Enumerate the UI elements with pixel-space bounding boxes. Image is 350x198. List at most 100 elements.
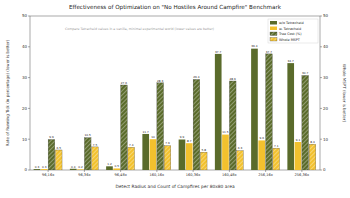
y-tick bbox=[28, 108, 30, 109]
y-tick bbox=[28, 16, 30, 17]
x-tick-label: 96,36x bbox=[78, 173, 91, 177]
data-label: 0.2 bbox=[78, 165, 83, 169]
bar bbox=[128, 147, 135, 170]
y2-tick-label: 50 bbox=[323, 13, 329, 18]
bar bbox=[150, 139, 157, 170]
data-label: 7.1 bbox=[274, 144, 279, 148]
data-label: 0.5 bbox=[114, 164, 119, 168]
y-tick-label: 20 bbox=[22, 106, 28, 111]
x-tick-label: 96,16x bbox=[42, 173, 55, 177]
x-tick-label: 96,48x bbox=[114, 173, 127, 177]
y2-tick bbox=[320, 108, 322, 109]
data-label: 39.4 bbox=[251, 44, 257, 48]
legend-label: w/o Tetracheid bbox=[279, 21, 304, 25]
bar bbox=[287, 63, 294, 170]
data-label: 11.5 bbox=[222, 130, 228, 134]
x-tick-label: 256,16x bbox=[258, 173, 274, 177]
legend-label: Tree Cost (%) bbox=[278, 32, 302, 36]
y2-axis-label: Whole MSPT (lower is better) bbox=[342, 64, 347, 122]
data-label: 10.5 bbox=[85, 133, 91, 137]
legend: w/o Tetracheid w. TetracheidTree Cost (%)… bbox=[268, 19, 318, 43]
data-label: 6.3 bbox=[238, 146, 243, 150]
bar bbox=[113, 168, 120, 170]
y2-tick bbox=[320, 77, 322, 78]
bar bbox=[84, 138, 91, 170]
y-tick bbox=[28, 77, 30, 78]
data-label: 0.3 bbox=[35, 165, 40, 169]
y2-tick-label: 10 bbox=[323, 137, 329, 142]
y-tick bbox=[28, 139, 30, 140]
data-label: 1.2 bbox=[107, 162, 112, 166]
data-label: 8.4 bbox=[310, 140, 315, 144]
bar bbox=[251, 49, 258, 170]
y-axis-label: Rate of Running Tick (in percentage) (lo… bbox=[5, 39, 10, 146]
bar bbox=[295, 142, 302, 170]
y-tick-label: 50 bbox=[22, 13, 28, 18]
data-label: 6.5 bbox=[56, 146, 61, 150]
y-tick-label: 10 bbox=[22, 137, 28, 142]
bar bbox=[237, 151, 244, 170]
data-label: 29.4 bbox=[193, 75, 199, 79]
data-label: 0.4 bbox=[71, 165, 76, 169]
plot-frame bbox=[30, 16, 320, 170]
annotation: Compare Tetracheid values in a vanilla, … bbox=[65, 27, 214, 31]
data-label: 28.3 bbox=[157, 79, 163, 83]
y2-tick bbox=[320, 16, 322, 17]
data-label: 11.7 bbox=[143, 130, 149, 134]
x-axis-label: Detect Radius and Count of Campfires per… bbox=[115, 184, 235, 189]
legend-label: Whole MSPT bbox=[279, 38, 301, 42]
x-tick bbox=[301, 170, 302, 172]
y2-tick-label: 20 bbox=[323, 106, 329, 111]
legend-swatch bbox=[270, 27, 277, 31]
data-label: 9.9 bbox=[180, 135, 185, 139]
bar bbox=[106, 166, 113, 170]
data-label: 9.1 bbox=[296, 138, 301, 142]
x-tick-label: 256,36x bbox=[295, 173, 311, 177]
bar bbox=[92, 147, 99, 170]
data-label: 27.6 bbox=[121, 81, 127, 85]
data-label: 0.3 bbox=[42, 165, 47, 169]
bar bbox=[273, 148, 280, 170]
bar bbox=[157, 83, 164, 170]
data-label: 28.9 bbox=[230, 77, 236, 81]
x-tick bbox=[229, 170, 230, 172]
y2-tick bbox=[320, 170, 322, 171]
x-tick bbox=[120, 170, 121, 172]
y-tick-label: 30 bbox=[22, 75, 28, 80]
y2-tick-label: 40 bbox=[323, 44, 329, 49]
y2-tick-label: 0 bbox=[323, 167, 326, 172]
bar bbox=[142, 134, 149, 170]
bar bbox=[302, 75, 309, 170]
legend-swatch bbox=[270, 38, 277, 42]
y-tick bbox=[28, 46, 30, 47]
x-tick bbox=[193, 170, 194, 172]
bar bbox=[215, 54, 222, 170]
data-label: 30.7 bbox=[302, 71, 308, 75]
x-tick-label: 160,16x bbox=[150, 173, 166, 177]
x-tick-label: 160,36x bbox=[186, 173, 202, 177]
data-label: 7.5 bbox=[93, 143, 98, 147]
y-tick bbox=[28, 170, 30, 171]
bar bbox=[193, 79, 200, 170]
x-tick bbox=[156, 170, 157, 172]
data-label: 8.7 bbox=[187, 139, 192, 143]
x-tick bbox=[48, 170, 49, 172]
data-label: 10 bbox=[151, 135, 155, 139]
data-labels: 0.30.39.96.50.40.210.57.51.20.527.67.411… bbox=[35, 44, 315, 169]
legend-label: w. Tetracheid bbox=[279, 27, 301, 31]
bar bbox=[179, 140, 186, 170]
data-label: 37.7 bbox=[266, 50, 272, 54]
bar bbox=[200, 152, 207, 170]
bar bbox=[229, 81, 236, 170]
y2-tick bbox=[320, 46, 322, 47]
y-tick-label: 0 bbox=[24, 167, 27, 172]
y-tick-label: 40 bbox=[22, 44, 28, 49]
bar bbox=[164, 146, 171, 170]
bar bbox=[309, 144, 316, 170]
legend-swatch bbox=[270, 21, 277, 25]
x-tick bbox=[84, 170, 85, 172]
legend-swatch bbox=[270, 32, 277, 36]
bar bbox=[186, 143, 193, 170]
bar bbox=[266, 54, 273, 170]
bar bbox=[258, 140, 265, 170]
